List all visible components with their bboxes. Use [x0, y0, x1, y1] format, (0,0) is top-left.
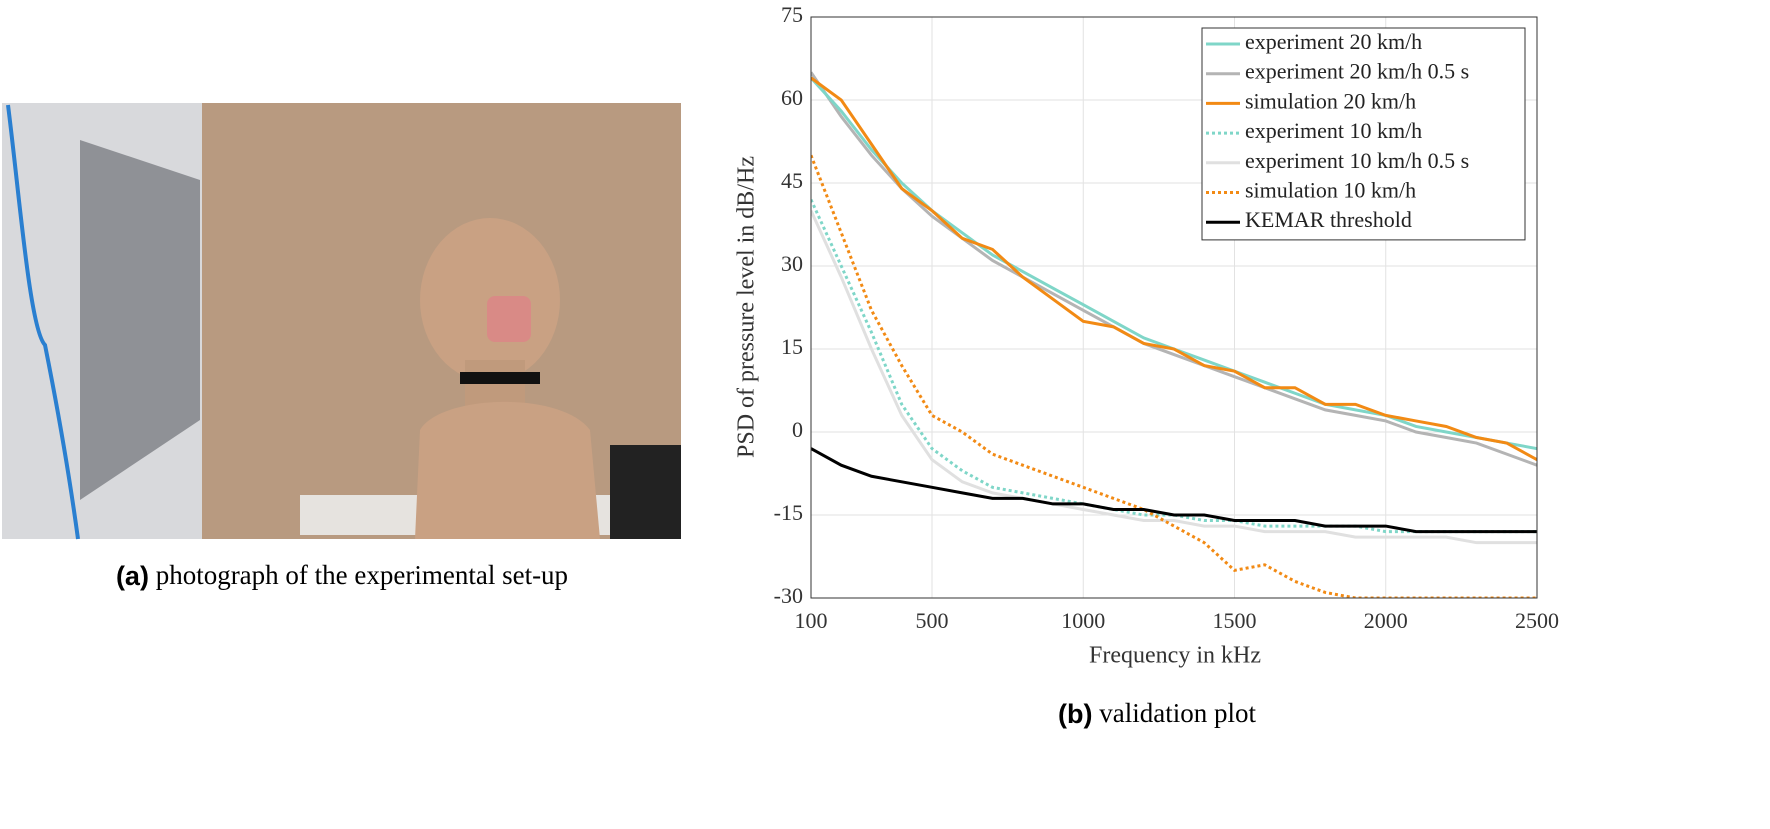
y-tick-label: -30	[774, 583, 803, 608]
legend-box	[1201, 27, 1526, 241]
legend-label: experiment 20 km/h	[1245, 29, 1422, 54]
plot-frame	[810, 16, 1538, 599]
y-tick-label: 75	[781, 2, 803, 27]
x-tick-label: 2000	[1364, 608, 1408, 633]
x-axis-label: Frequency in kHz	[1089, 643, 1261, 669]
series-line	[811, 71, 1537, 467]
y-tick-label: 60	[781, 85, 803, 110]
caption-a-text: photograph of the experimental set-up	[156, 560, 568, 590]
caption-a: (a) photograph of the experimental set-u…	[116, 560, 568, 591]
legend-label: simulation 10 km/h	[1245, 178, 1416, 203]
series-line	[811, 76, 1537, 461]
legend-label: KEMAR threshold	[1245, 207, 1412, 232]
series-line	[811, 447, 1537, 534]
legend-label: simulation 20 km/h	[1245, 88, 1416, 113]
photo-cable	[6, 104, 80, 540]
photo-shelf-inner	[80, 140, 200, 500]
x-tick-label: 2500	[1515, 608, 1559, 633]
caption-b: (b) validation plot	[1058, 698, 1256, 729]
y-tick-label: 15	[781, 334, 803, 359]
x-tick-label: 1000	[1061, 608, 1105, 633]
y-tick-label: -15	[774, 500, 803, 525]
photo-collar	[460, 372, 540, 384]
legend-label: experiment 10 km/h 0.5 s	[1245, 148, 1469, 173]
caption-b-label: (b)	[1058, 699, 1092, 729]
caption-a-label: (a)	[116, 561, 149, 591]
photo-neck	[465, 360, 525, 410]
caption-b-text: validation plot	[1099, 698, 1256, 728]
legend-label: experiment 20 km/h 0.5 s	[1245, 59, 1469, 84]
series-line	[811, 198, 1537, 534]
chart: -30 -15 0 15 30 45 60 75 100 500 1000 1500 2000 2500 e…	[774, 2, 1559, 633]
photo-box	[610, 445, 681, 539]
photo-shoulders	[415, 401, 600, 539]
y-tick-label: 45	[781, 168, 803, 193]
x-tick-label: 100	[795, 608, 828, 633]
y-tick-label: 0	[792, 417, 803, 442]
legend-label: experiment 10 km/h	[1245, 118, 1422, 143]
x-tick-label: 500	[916, 608, 949, 633]
x-tick-label: 1500	[1213, 608, 1257, 633]
y-axis-label: PSD of pressure level in dB/Hz	[734, 156, 760, 458]
series-line	[811, 210, 1537, 545]
photo-ear	[487, 296, 531, 342]
photograph	[2, 103, 681, 540]
y-tick-label: 30	[781, 251, 803, 276]
